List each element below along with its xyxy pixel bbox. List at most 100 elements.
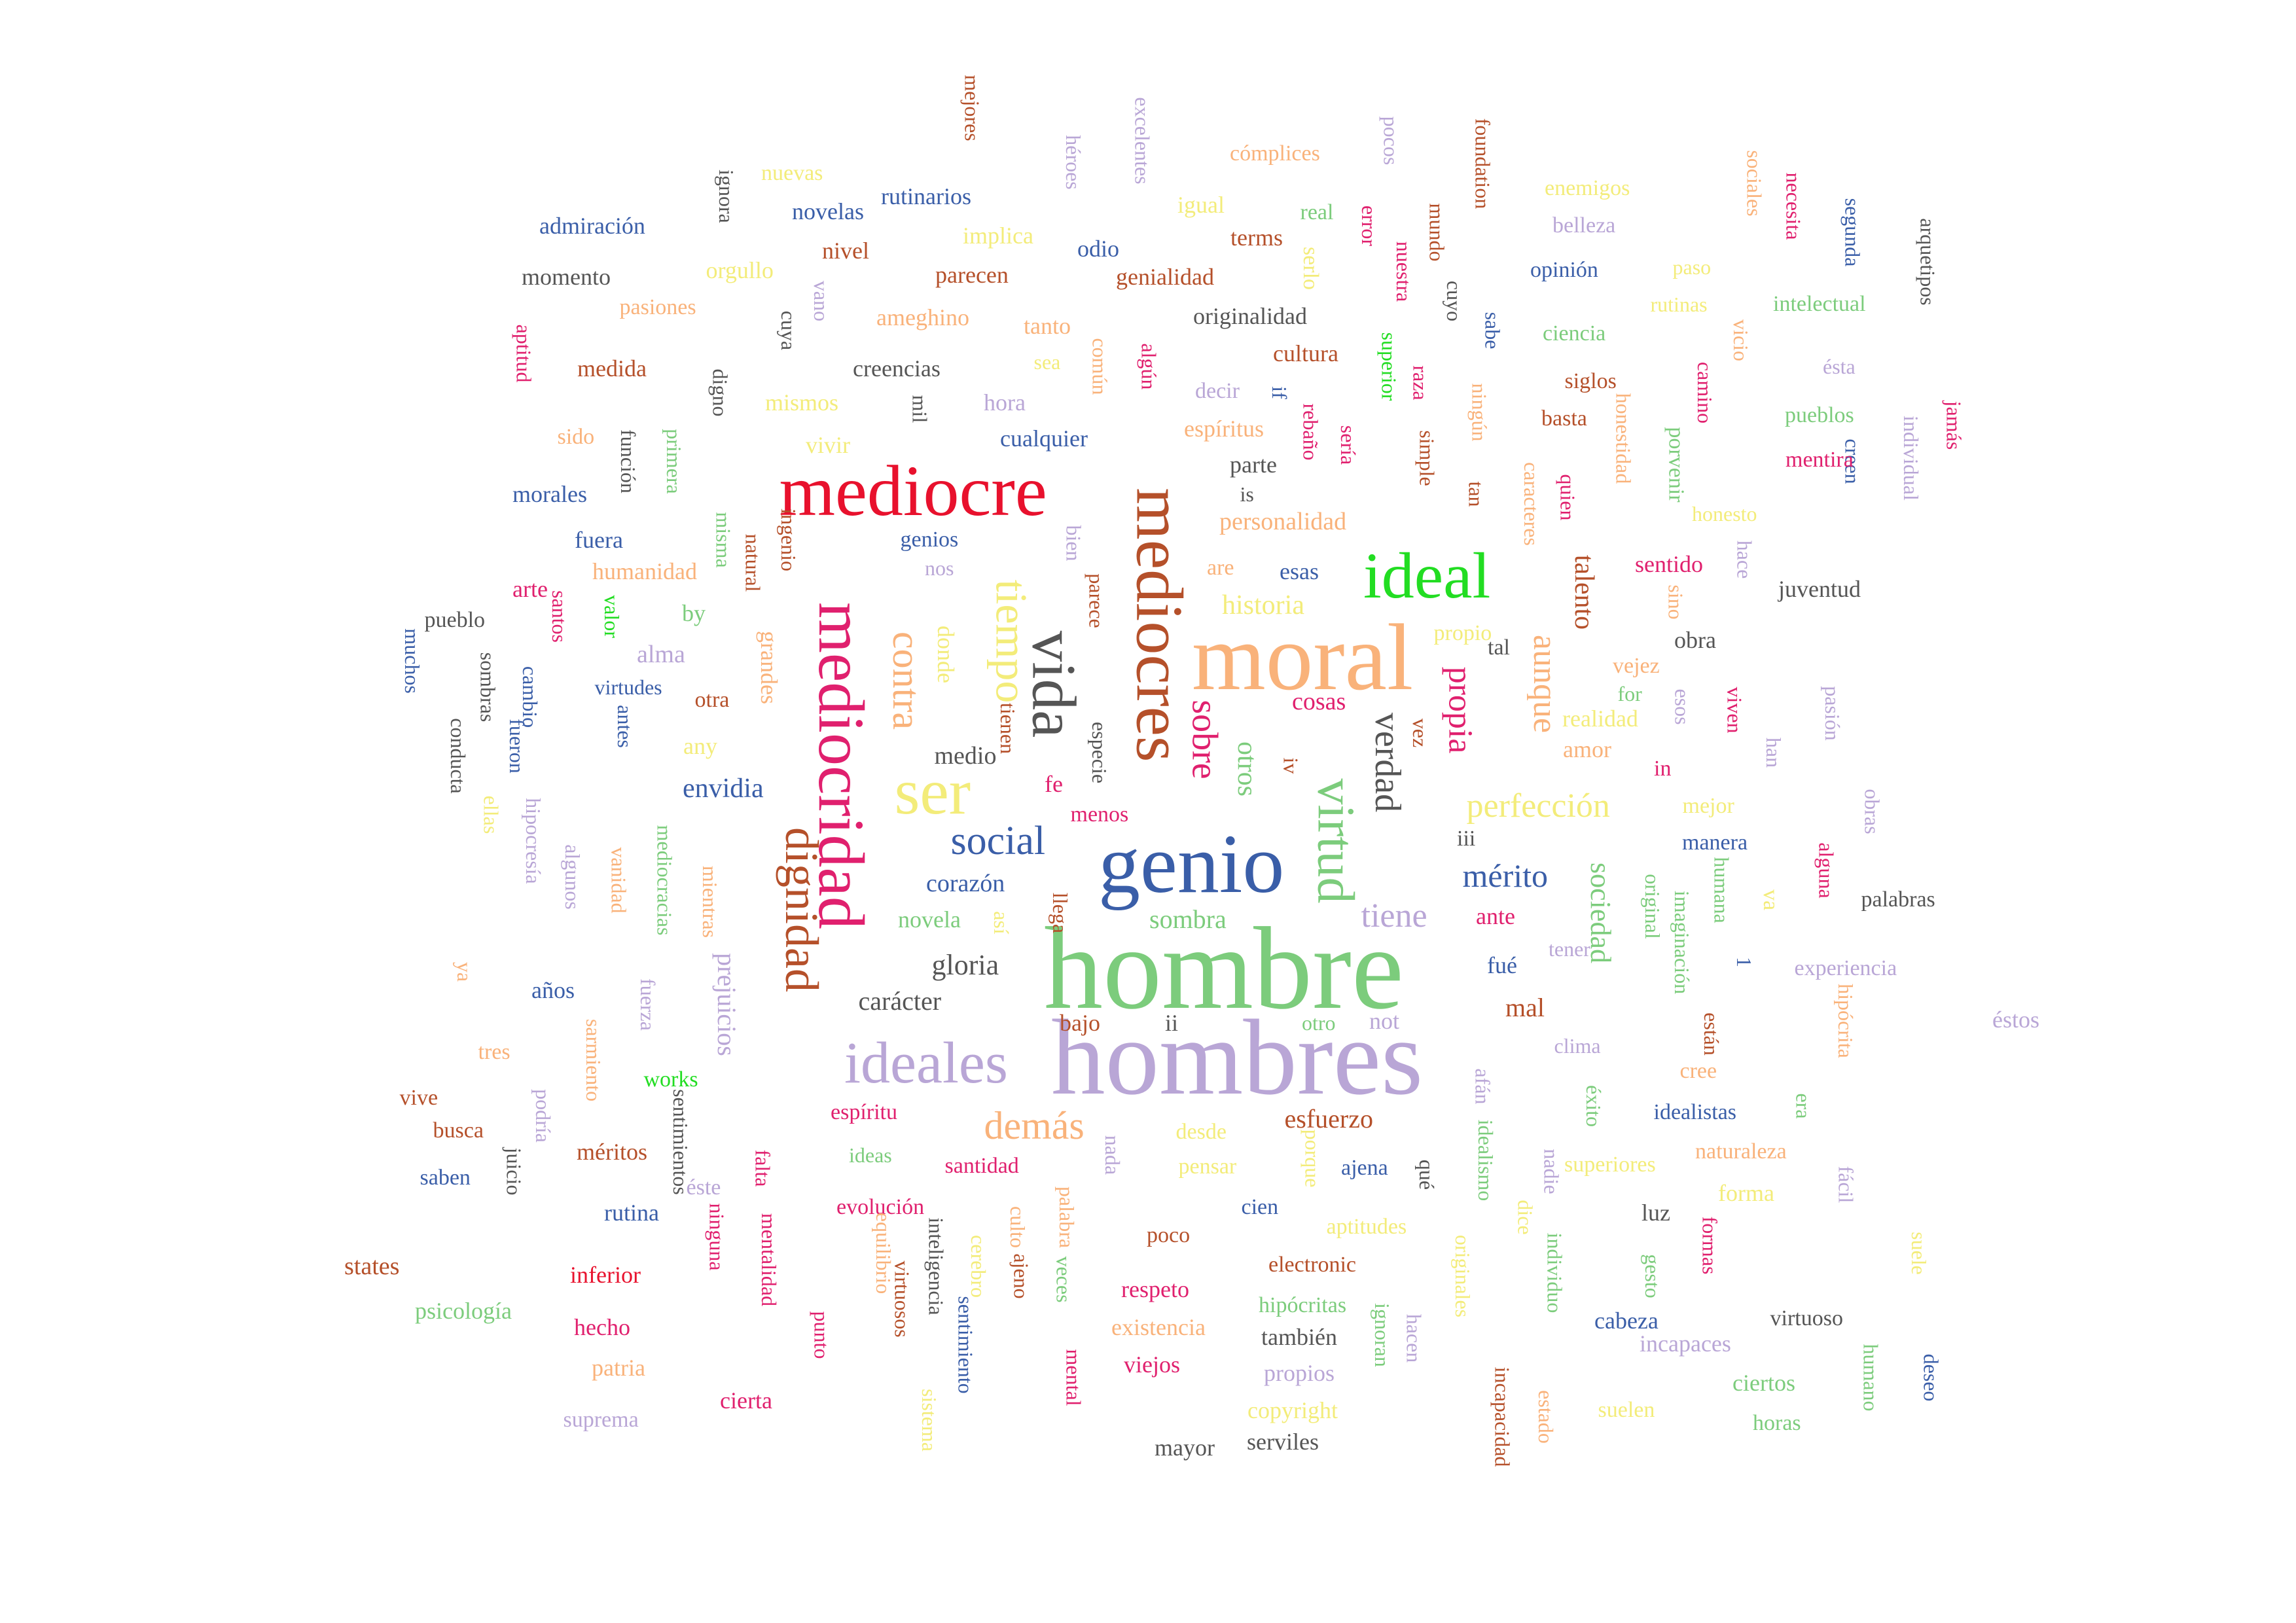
cloud-word: vivir (806, 432, 850, 458)
cloud-word: tener (1549, 937, 1590, 961)
cloud-word: viven (1723, 687, 1747, 734)
cloud-word: basta (1541, 406, 1587, 431)
cloud-word: esos (1670, 688, 1695, 725)
cloud-word: años (531, 977, 575, 1003)
cloud-word: mejores (960, 75, 984, 141)
cloud-word: deseo (1918, 1353, 1943, 1402)
cloud-word: simple (1415, 430, 1439, 486)
cloud-word: propia (1441, 666, 1479, 754)
cloud-word: mediocre (779, 451, 1047, 531)
cloud-word: incapacidad (1490, 1366, 1514, 1467)
cloud-word: fe (1045, 771, 1063, 797)
cloud-word: están (1699, 1012, 1723, 1056)
cloud-word: experiencia (1794, 956, 1897, 980)
cloud-word: qué (1415, 1159, 1439, 1190)
cloud-word: respeto (1121, 1276, 1189, 1302)
cloud-word: mil (907, 395, 931, 423)
cloud-word: pasiones (619, 295, 696, 319)
cloud-word: mérito (1462, 857, 1549, 894)
cloud-word: honestidad (1611, 393, 1635, 484)
cloud-word: real (1300, 200, 1334, 224)
cloud-word: digno (708, 368, 732, 417)
cloud-word: orgullo (706, 257, 774, 283)
cloud-word: vanidad (607, 847, 631, 914)
cloud-word: contra (884, 632, 928, 730)
cloud-word: cómplices (1230, 141, 1320, 166)
cloud-word: ingenio (776, 508, 800, 571)
cloud-word: camino (1693, 361, 1717, 424)
cloud-word: nuestra (1392, 241, 1416, 302)
cloud-word: excelentes (1130, 97, 1155, 185)
cloud-word: algunos (560, 844, 584, 910)
cloud-word: juicio (501, 1147, 526, 1196)
cloud-word: esfuerzo (1284, 1104, 1373, 1133)
cloud-word: odio (1077, 236, 1120, 262)
cloud-word: pensar (1178, 1154, 1237, 1179)
cloud-word: decir (1195, 379, 1240, 403)
cloud-word: imaginación (1670, 890, 1695, 995)
cloud-word: cosas (1292, 688, 1346, 715)
cloud-word: not (1369, 1008, 1400, 1034)
cloud-word: pueblo (424, 608, 486, 632)
cloud-word: hipócritas (1259, 1293, 1347, 1317)
cloud-word: sentimiento (954, 1296, 978, 1394)
cloud-word: genialidad (1116, 264, 1214, 290)
cloud-word: ideas (849, 1143, 892, 1167)
cloud-word: cierta (720, 1387, 772, 1414)
cloud-word: desde (1175, 1120, 1227, 1144)
cloud-word: tiempo (986, 579, 1036, 704)
cloud-word: original (1640, 874, 1664, 939)
cloud-word: evolución (836, 1195, 925, 1219)
cloud-word: historia (1222, 590, 1304, 620)
cloud-word: pocos (1378, 116, 1403, 166)
cloud-word: genio (1098, 817, 1285, 910)
cloud-word: pueblos (1785, 403, 1854, 427)
cloud-word: personalidad (1219, 508, 1347, 535)
cloud-word: otro (1302, 1011, 1336, 1035)
cloud-word: rebaño (1299, 403, 1323, 461)
cloud-word: superior (1376, 332, 1401, 401)
cloud-word: especie (1088, 721, 1112, 784)
cloud-word: serlo (1299, 246, 1323, 291)
cloud-word: función (616, 429, 640, 493)
cloud-word: donde (932, 626, 959, 683)
cloud-word: primera (662, 429, 686, 494)
cloud-word: individuo (1542, 1232, 1566, 1313)
cloud-word: veces (1052, 1256, 1076, 1303)
cloud-word: parecen (935, 262, 1009, 288)
cloud-word: humanidad (592, 558, 697, 584)
cloud-word: otros (1232, 741, 1262, 796)
cloud-word: podría (531, 1089, 555, 1143)
cloud-word: vive (399, 1086, 439, 1110)
cloud-word: sentido (1635, 551, 1703, 577)
cloud-word: iii (1457, 827, 1476, 851)
cloud-word: espíritus (1184, 416, 1264, 442)
cloud-word: ideales (844, 1031, 1008, 1096)
cloud-word: porvenir (1664, 427, 1689, 503)
cloud-word: is (1240, 482, 1254, 506)
cloud-word: morales (512, 481, 587, 507)
cloud-word: hipocresía (521, 798, 545, 884)
cloud-word: obras (1860, 789, 1884, 834)
cloud-word: culto (1005, 1206, 1030, 1248)
cloud-word: ajena (1341, 1156, 1388, 1180)
cloud-word: novelas (792, 198, 864, 224)
cloud-word: rutinas (1650, 293, 1708, 316)
cloud-word: ante (1476, 903, 1515, 929)
cloud-word: valor (600, 595, 624, 638)
cloud-word: medida (577, 355, 647, 382)
cloud-word: 1 (1732, 957, 1756, 967)
cloud-word: ellas (478, 795, 503, 834)
cloud-word: saben (420, 1166, 471, 1190)
cloud-word: llega (1049, 892, 1073, 934)
cloud-word: humana (1710, 857, 1734, 923)
cloud-word: admiración (539, 213, 645, 239)
cloud-word: ciencia (1543, 321, 1606, 346)
cloud-word: antes (613, 705, 637, 748)
cloud-word: necesita (1782, 172, 1806, 240)
cloud-word: perfección (1466, 787, 1610, 825)
cloud-word: hacen (1401, 1313, 1426, 1363)
cloud-word: poco (1147, 1223, 1191, 1247)
cloud-word: vano (810, 280, 834, 322)
cloud-word: así (989, 911, 1013, 935)
